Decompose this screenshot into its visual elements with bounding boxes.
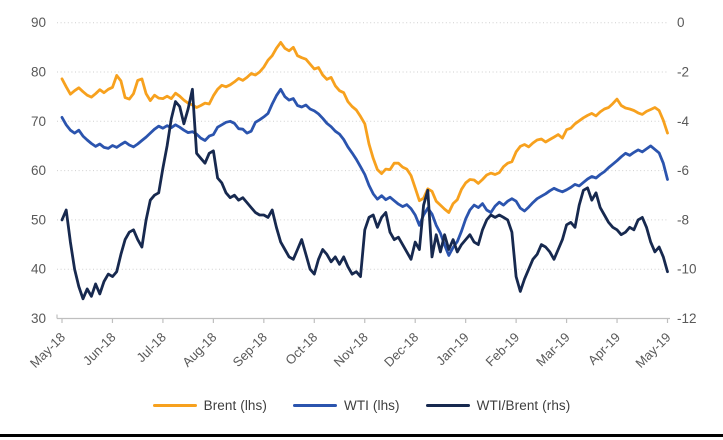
legend-label-wti: WTI (lhs) xyxy=(343,398,400,413)
left-axis-tick-label: 80 xyxy=(31,65,46,80)
chart-legend: Brent (lhs) WTI (lhs) WTI/Brent (rhs) xyxy=(0,398,723,413)
left-axis-tick-label: 50 xyxy=(31,212,46,227)
wti-line-swatch xyxy=(292,403,337,408)
x-axis-tick-label: Jun-18 xyxy=(80,330,119,369)
right-axis-tick-label: -6 xyxy=(677,163,689,178)
x-axis-tick-label: Jan-19 xyxy=(433,330,472,369)
legend-label-brent: Brent (lhs) xyxy=(203,398,267,413)
x-axis-tick-label: Apr-19 xyxy=(585,330,623,368)
right-axis-tick-label: -12 xyxy=(677,311,697,326)
legend-label-spread: WTI/Brent (rhs) xyxy=(476,398,571,413)
right-axis-tick-label: 0 xyxy=(677,15,685,30)
series-line-wti-lhs xyxy=(60,87,669,257)
x-axis-tick-label: Oct-18 xyxy=(282,330,320,368)
x-axis-tick-label: Jul-18 xyxy=(133,330,169,366)
right-axis-tick-label: -4 xyxy=(677,114,689,129)
spread-line-swatch xyxy=(425,403,470,408)
price-chart: May-18 Jun-18 Jul-18 Aug-18 Sep-18 Oct-18 Nov-… xyxy=(27,15,697,371)
series-line-wti-brent-rhs xyxy=(60,87,669,301)
chart-area: May-18 Jun-18 Jul-18 Aug-18 Sep-18 Oct-18 Nov-… xyxy=(27,15,697,371)
legend-item-brent: Brent (lhs) xyxy=(152,398,267,413)
x-axis-tick-label: Nov-18 xyxy=(331,330,371,370)
x-axis-tick-label: Mar-19 xyxy=(533,330,573,370)
left-axis-tick-label: 30 xyxy=(31,311,46,326)
right-axis-tick-label: -2 xyxy=(677,65,689,80)
bottom-divider-rule xyxy=(0,434,723,437)
left-axis-tick-label: 90 xyxy=(31,15,46,30)
series-line-brent-lhs xyxy=(60,41,669,214)
x-axis-tick-label: Dec-18 xyxy=(381,330,421,370)
x-axis-tick-label: Feb-19 xyxy=(483,330,523,370)
x-axis-tick-label: May-18 xyxy=(27,330,68,371)
legend-item-wti: WTI (lhs) xyxy=(292,398,400,413)
left-axis-tick-label: 40 xyxy=(31,262,46,277)
legend-item-spread: WTI/Brent (rhs) xyxy=(425,398,571,413)
right-axis-tick-label: -10 xyxy=(677,262,697,277)
brent-line-swatch xyxy=(152,403,197,408)
left-axis-tick-label: 60 xyxy=(31,163,46,178)
x-axis-tick-label: May-19 xyxy=(632,330,673,371)
x-axis-tick-label: Sep-18 xyxy=(230,330,270,370)
right-axis-tick-label: -8 xyxy=(677,212,689,227)
x-axis-tick-label: Aug-18 xyxy=(179,330,219,370)
left-axis-tick-label: 70 xyxy=(31,114,46,129)
